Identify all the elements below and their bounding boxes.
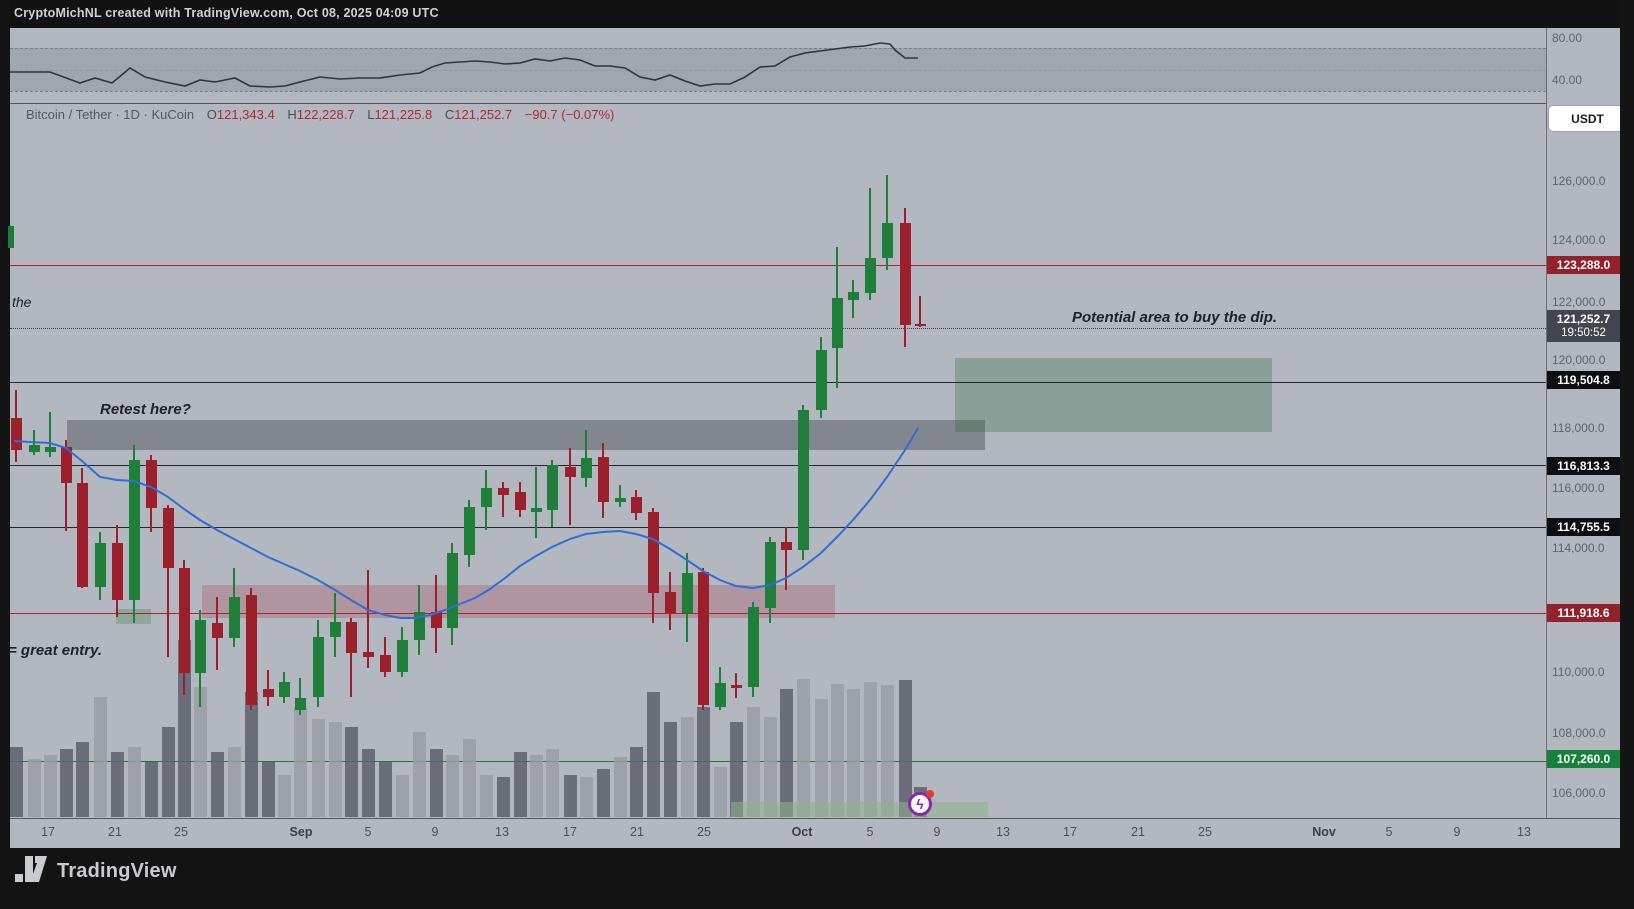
- time-axis[interactable]: 17 21 25 Sep 5 9 13 17 21 25 Oct 5 9 13 17 21 25 Nov 5 9 13: [10, 818, 1620, 849]
- time-axis-label: 21: [630, 825, 644, 839]
- price-tick: 80.00: [1552, 31, 1583, 45]
- price-tick: 106,000.0: [1552, 786, 1606, 800]
- price-label: 119,504.8: [1547, 371, 1620, 389]
- left-margin: [0, 0, 10, 909]
- currency-toggle-button[interactable]: USDT: [1549, 106, 1626, 131]
- left-edge-green-sliver: [8, 226, 14, 248]
- price-tick: 116,000.0: [1552, 481, 1605, 495]
- time-axis-label: 25: [697, 825, 711, 839]
- time-axis-label: 13: [996, 825, 1010, 839]
- main-chart-pane[interactable]: [10, 103, 1546, 818]
- high-value: 122,228.7: [296, 107, 355, 122]
- time-axis-label: 9: [431, 825, 439, 839]
- price-tick: 40.00: [1552, 73, 1583, 87]
- time-axis-label: 5: [866, 825, 874, 839]
- price-scale[interactable]: [1546, 28, 1621, 818]
- time-axis-label: 13: [1517, 825, 1531, 839]
- price-tick: 110,000.0: [1552, 665, 1605, 679]
- time-axis-label: 9: [933, 825, 941, 839]
- tradingview-logo-icon: [14, 854, 48, 889]
- tradingview-logo-text: TradingView: [57, 860, 177, 882]
- time-axis-label: 13: [495, 825, 509, 839]
- time-axis-label: 5: [364, 825, 372, 839]
- price-label: 114,755.5: [1547, 518, 1620, 536]
- lightning-marker-icon[interactable]: ϟ: [908, 792, 932, 816]
- price-label: 116,813.3: [1547, 457, 1620, 475]
- open-value: 121,343.4: [216, 107, 275, 122]
- price-tick: 108,000.0: [1552, 726, 1606, 740]
- time-axis-label: 17: [1063, 825, 1077, 839]
- price-tick: 126,000.0: [1552, 174, 1606, 188]
- rsi-indicator-pane[interactable]: [10, 28, 1546, 103]
- time-axis-label: Sep: [289, 825, 313, 839]
- change-value: −90.7 (−0.07%): [524, 107, 615, 122]
- price-label: 111,918.6: [1547, 604, 1620, 622]
- price-tick: 114,000.0: [1552, 541, 1605, 555]
- time-axis-label: 21: [108, 825, 122, 839]
- price-tick: 120,000.0: [1552, 353, 1606, 367]
- high-letter: H: [287, 107, 297, 122]
- low-letter: L: [367, 107, 375, 122]
- pane-separator[interactable]: [10, 103, 1620, 104]
- time-axis-label: 17: [41, 825, 55, 839]
- low-value: 121,225.8: [374, 107, 433, 122]
- close-value: 121,252.7: [454, 107, 513, 122]
- time-axis-label: Oct: [791, 825, 813, 839]
- price-tick: 118,000.0: [1552, 421, 1605, 435]
- price-tick: 124,000.0: [1552, 233, 1606, 247]
- price-label: 123,288.0: [1547, 256, 1620, 274]
- time-axis-label: 5: [1385, 825, 1393, 839]
- right-margin: [1620, 0, 1634, 909]
- time-axis-label: 9: [1453, 825, 1461, 839]
- open-letter: O: [206, 107, 217, 122]
- attribution-bar: CryptoMichNL created with TradingView.co…: [0, 0, 1634, 28]
- time-axis-label: Nov: [1312, 825, 1336, 839]
- price-label: 107,260.0: [1547, 750, 1620, 768]
- time-axis-label: 25: [174, 825, 188, 839]
- time-axis-label: 25: [1198, 825, 1212, 839]
- bottom-margin: [0, 848, 1634, 909]
- price-label-time: 19:50:52: [1561, 327, 1606, 339]
- price-tick: 122,000.0: [1552, 295, 1606, 309]
- price-label: 121,252.7 19:50:52: [1547, 310, 1620, 342]
- symbol-info-row[interactable]: Bitcoin / Tether · 1D · KuCoin O121,343.…: [26, 107, 614, 122]
- close-letter: C: [444, 107, 455, 122]
- symbol-title: Bitcoin / Tether · 1D · KuCoin: [26, 107, 195, 122]
- time-axis-label: 17: [563, 825, 577, 839]
- tradingview-logo[interactable]: TradingView: [14, 854, 177, 889]
- time-axis-label: 21: [1131, 825, 1145, 839]
- attribution-text: CryptoMichNL created with TradingView.co…: [14, 6, 439, 20]
